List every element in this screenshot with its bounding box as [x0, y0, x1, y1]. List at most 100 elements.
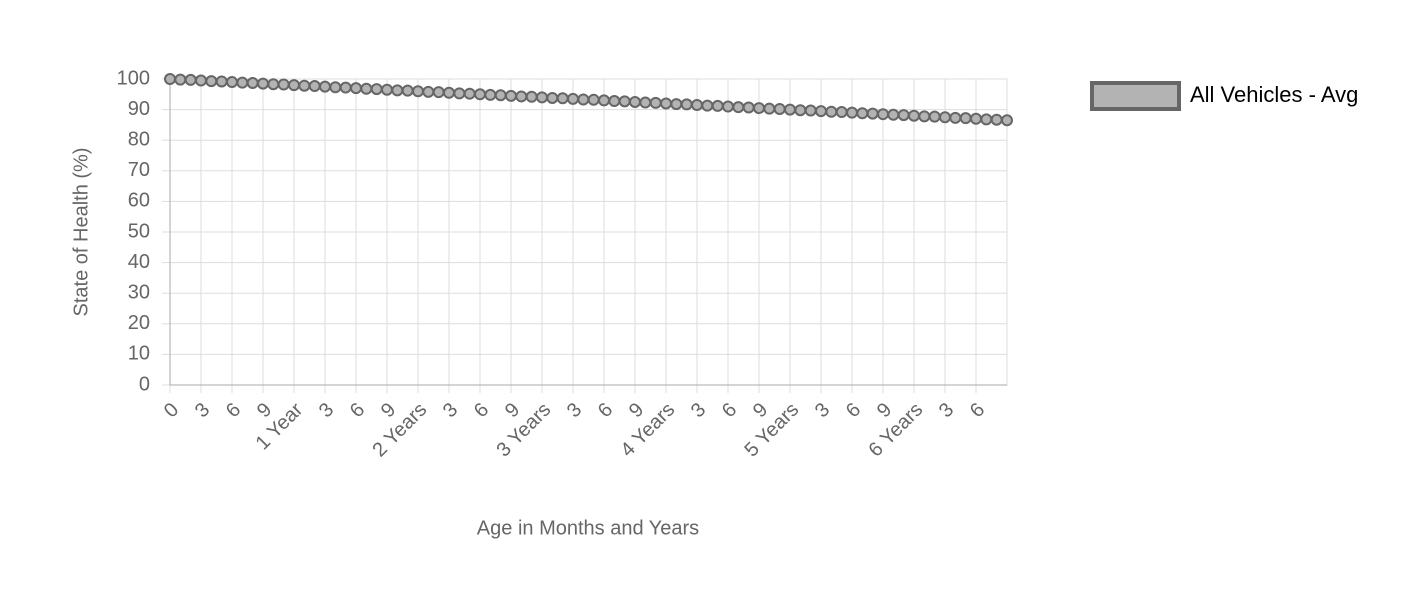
data-point — [184, 73, 197, 86]
x-tick-label: 3 — [935, 399, 958, 422]
data-point — [195, 74, 207, 87]
data-point — [556, 92, 569, 105]
data-point — [598, 94, 610, 107]
data-point — [815, 105, 827, 118]
data-point — [350, 82, 362, 95]
data-point — [680, 98, 693, 111]
data-point — [846, 106, 858, 119]
x-tick-label: 3 — [315, 399, 338, 422]
data-point — [939, 111, 951, 124]
x-tick-label: 6 — [470, 399, 493, 422]
data-point — [794, 104, 807, 117]
data-point — [246, 76, 259, 89]
x-tick-label: 6 — [718, 399, 741, 422]
data-point — [277, 78, 290, 91]
data-point — [432, 86, 445, 99]
data-point — [784, 103, 796, 116]
y-tick-label: 40 — [128, 251, 150, 273]
x-tick-label: 6 — [966, 399, 989, 422]
data-point — [484, 88, 497, 101]
x-tick-label: 3 — [563, 399, 586, 422]
data-point — [763, 102, 776, 115]
data-point — [887, 108, 900, 121]
data-point — [866, 107, 879, 120]
data-point — [226, 76, 238, 89]
data-point — [308, 80, 321, 93]
y-axis-title: State of Health (%) — [70, 148, 92, 317]
x-tick-label: 6 — [222, 399, 245, 422]
data-point — [773, 102, 786, 115]
data-point — [215, 75, 228, 88]
data-point — [494, 89, 507, 102]
data-point — [649, 96, 662, 109]
x-axis-title: Age in Months and Years — [477, 517, 699, 539]
data-point — [577, 93, 590, 106]
data-point — [463, 87, 476, 100]
data-point — [536, 91, 548, 104]
data-point — [339, 81, 352, 94]
data-point — [701, 99, 714, 112]
data-point — [753, 102, 765, 115]
x-tick-label: 0 — [160, 399, 183, 422]
data-point — [587, 93, 600, 106]
data-point — [959, 112, 972, 125]
data-point — [691, 99, 703, 112]
data-point — [928, 110, 941, 123]
y-tick-label: 50 — [128, 220, 150, 242]
x-tick-label: 3 — [191, 399, 214, 422]
legend-swatch — [1090, 81, 1181, 111]
y-tick-label: 80 — [128, 128, 150, 150]
y-tick-label: 60 — [128, 190, 150, 212]
data-point — [567, 92, 579, 105]
data-point — [515, 90, 528, 103]
data-point — [990, 113, 1003, 126]
x-tick-label: 6 — [594, 399, 617, 422]
data-point — [525, 90, 538, 103]
y-tick-label: 10 — [128, 343, 150, 365]
data-point — [970, 112, 982, 125]
data-point — [618, 95, 631, 108]
data-point — [732, 101, 745, 114]
data-point — [391, 84, 404, 97]
data-point — [546, 91, 559, 104]
data-point — [918, 110, 931, 123]
data-point — [835, 106, 848, 119]
y-tick-label: 0 — [139, 373, 150, 395]
y-tick-label: 20 — [128, 312, 150, 334]
data-point — [711, 99, 724, 112]
data-point — [980, 113, 993, 126]
y-tick-label: 100 — [117, 67, 150, 89]
data-point — [505, 89, 517, 102]
data-point — [453, 87, 466, 100]
x-tick-label: 3 — [811, 399, 834, 422]
data-point — [639, 96, 652, 109]
data-point — [443, 86, 455, 99]
data-point — [670, 98, 683, 111]
data-point — [267, 78, 280, 91]
data-point — [412, 85, 424, 98]
data-point — [856, 107, 869, 120]
y-tick-label: 30 — [128, 281, 150, 303]
data-point — [319, 80, 331, 93]
x-tick-label: 6 — [842, 399, 865, 422]
data-point — [205, 75, 218, 88]
data-point — [897, 109, 910, 122]
data-point — [422, 85, 435, 98]
data-point — [360, 82, 373, 95]
data-point — [370, 83, 383, 96]
data-point — [608, 95, 621, 108]
data-point — [877, 108, 889, 121]
data-point — [257, 77, 269, 90]
data-point — [1001, 114, 1013, 127]
data-point — [949, 111, 962, 124]
data-point — [474, 88, 486, 101]
data-point — [908, 109, 920, 122]
data-point — [742, 101, 755, 114]
x-tick-label: 3 — [439, 399, 462, 422]
data-point — [804, 104, 817, 117]
data-point — [174, 73, 187, 86]
data-point — [825, 105, 838, 118]
data-point — [288, 79, 300, 92]
data-point — [401, 84, 414, 97]
